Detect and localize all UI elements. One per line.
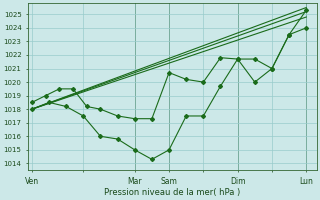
X-axis label: Pression niveau de la mer( hPa ): Pression niveau de la mer( hPa ) xyxy=(104,188,241,197)
